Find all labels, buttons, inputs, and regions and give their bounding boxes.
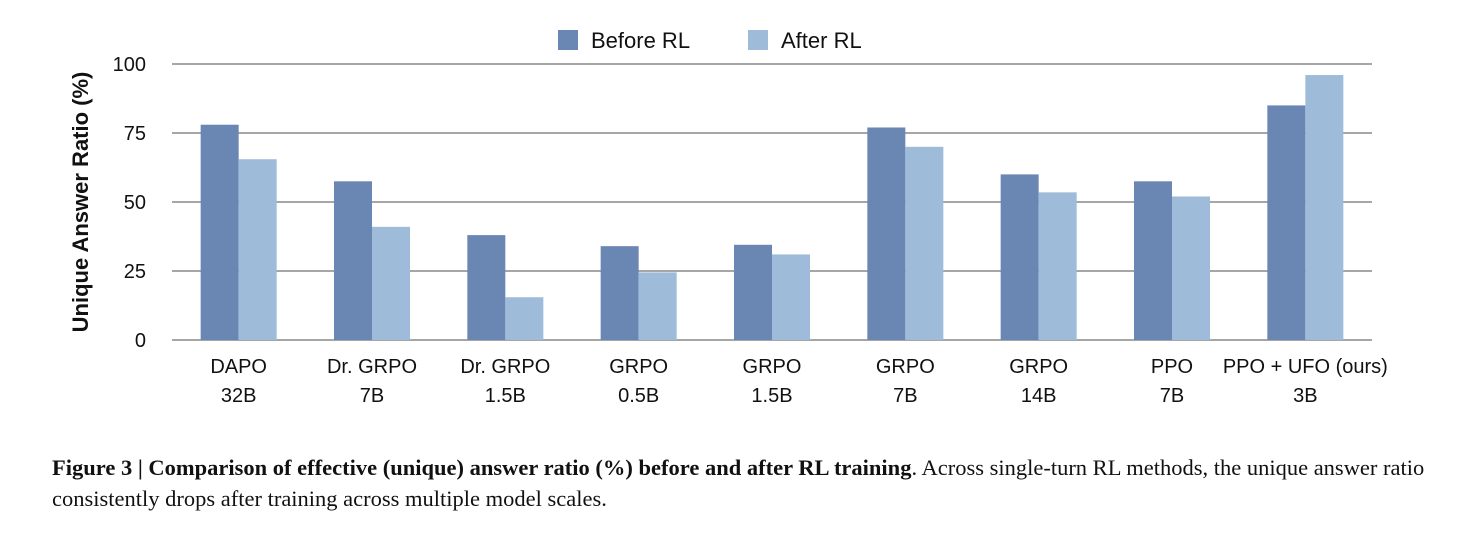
x-category-label: GRPO (1009, 356, 1068, 378)
y-tick-label: 0 (135, 330, 146, 352)
x-category-label: 7B (360, 385, 384, 407)
legend-swatch (748, 30, 768, 50)
x-category-label: 14B (1021, 385, 1057, 407)
bar-before-rl (1000, 174, 1039, 340)
bar-after-rl (638, 272, 677, 340)
bar-after-rl (372, 226, 410, 340)
bar-after-rl (1172, 196, 1210, 340)
x-category-label: GRPO (743, 356, 802, 378)
legend: Before RL After RL (558, 28, 862, 53)
x-category-label: PPO (1151, 356, 1193, 378)
bar-before-rl (867, 127, 906, 340)
bar-chart: 0 25 50 75 100 DAPO 32B Dr. GRPO 7B Dr. GRPO 1.5B… (68, 28, 1388, 407)
figure-caption: Figure 3 | Comparison of effective (uniq… (52, 452, 1442, 514)
x-category-labels: DAPO 32B Dr. GRPO 7B Dr. GRPO 1.5B GRPO 0.5B GRP… (210, 356, 1388, 407)
bar-after-rl (1305, 75, 1344, 340)
bar-before-rl (334, 181, 372, 340)
bar-before-rl (1267, 105, 1306, 341)
y-tick-label: 25 (124, 261, 146, 283)
bar-after-rl (505, 297, 544, 340)
x-category-label: GRPO (609, 356, 668, 378)
caption-text: . Across single-turn RL methods, the uni… (52, 455, 1425, 511)
y-tick-label: 75 (124, 123, 146, 145)
x-category-label: Dr. GRPO (460, 356, 550, 378)
x-category-label: Dr. GRPO (327, 356, 417, 378)
bar-before-rl (734, 244, 772, 340)
bar-before-rl (600, 246, 639, 340)
y-tick-labels: 0 25 50 75 100 (113, 54, 146, 352)
x-category-label: 7B (1160, 385, 1184, 407)
x-category-label: 32B (221, 385, 257, 407)
caption-label: Figure 3 | Comparison of effective (uniq… (52, 455, 912, 480)
x-category-label: GRPO (876, 356, 935, 378)
y-axis-title: Unique Answer Ratio (%) (68, 72, 93, 333)
x-category-label: 7B (893, 385, 917, 407)
bar-before-rl (200, 124, 239, 340)
bar-after-rl (1038, 192, 1077, 340)
x-category-label: DAPO (210, 356, 267, 378)
bar-after-rl (772, 254, 810, 340)
bar-before-rl (467, 235, 506, 340)
x-category-label: 1.5B (485, 385, 526, 407)
bar-group (200, 75, 1344, 341)
x-category-label: PPO + UFO (ours) (1223, 356, 1388, 378)
y-tick-label: 50 (124, 192, 146, 214)
legend-label: Before RL (591, 28, 690, 53)
bar-after-rl (905, 146, 944, 340)
bar-before-rl (1134, 181, 1172, 340)
legend-swatch (558, 30, 578, 50)
x-category-label: 1.5B (751, 385, 792, 407)
y-tick-label: 100 (113, 54, 146, 76)
x-category-label: 0.5B (618, 385, 659, 407)
x-category-label: 3B (1293, 385, 1317, 407)
bar-after-rl (238, 159, 277, 340)
legend-label: After RL (781, 28, 862, 53)
